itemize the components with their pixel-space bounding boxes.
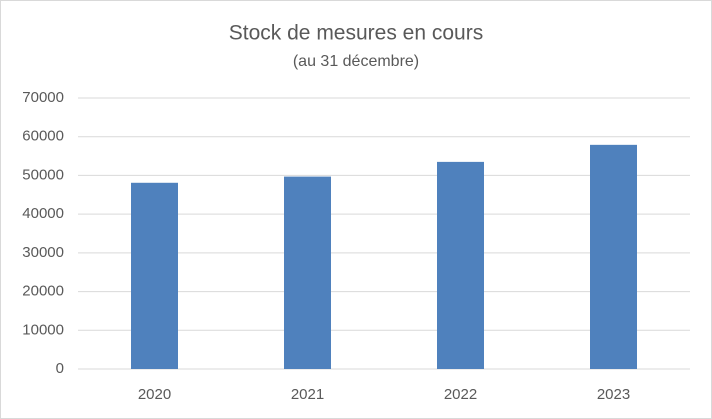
x-tick-label: 2020 (138, 386, 171, 403)
x-tick-label: 2022 (444, 386, 477, 403)
bar (131, 182, 178, 369)
bar (590, 144, 637, 369)
y-tick-label: 30000 (22, 244, 64, 261)
y-tick-label: 20000 (22, 283, 64, 300)
y-tick-label: 0 (56, 360, 64, 377)
chart-subtitle: (au 31 décembre) (293, 53, 419, 70)
y-tick-label: 40000 (22, 205, 64, 222)
y-tick-label: 60000 (22, 128, 64, 145)
bar (284, 176, 331, 369)
y-tick-label: 70000 (22, 89, 64, 106)
y-tick-label: 50000 (22, 166, 64, 183)
bar (437, 161, 484, 369)
x-tick-label: 2021 (291, 386, 324, 403)
y-tick-label: 10000 (22, 321, 64, 338)
x-tick-label: 2023 (597, 386, 630, 403)
chart-title: Stock de mesures en cours (229, 22, 483, 45)
